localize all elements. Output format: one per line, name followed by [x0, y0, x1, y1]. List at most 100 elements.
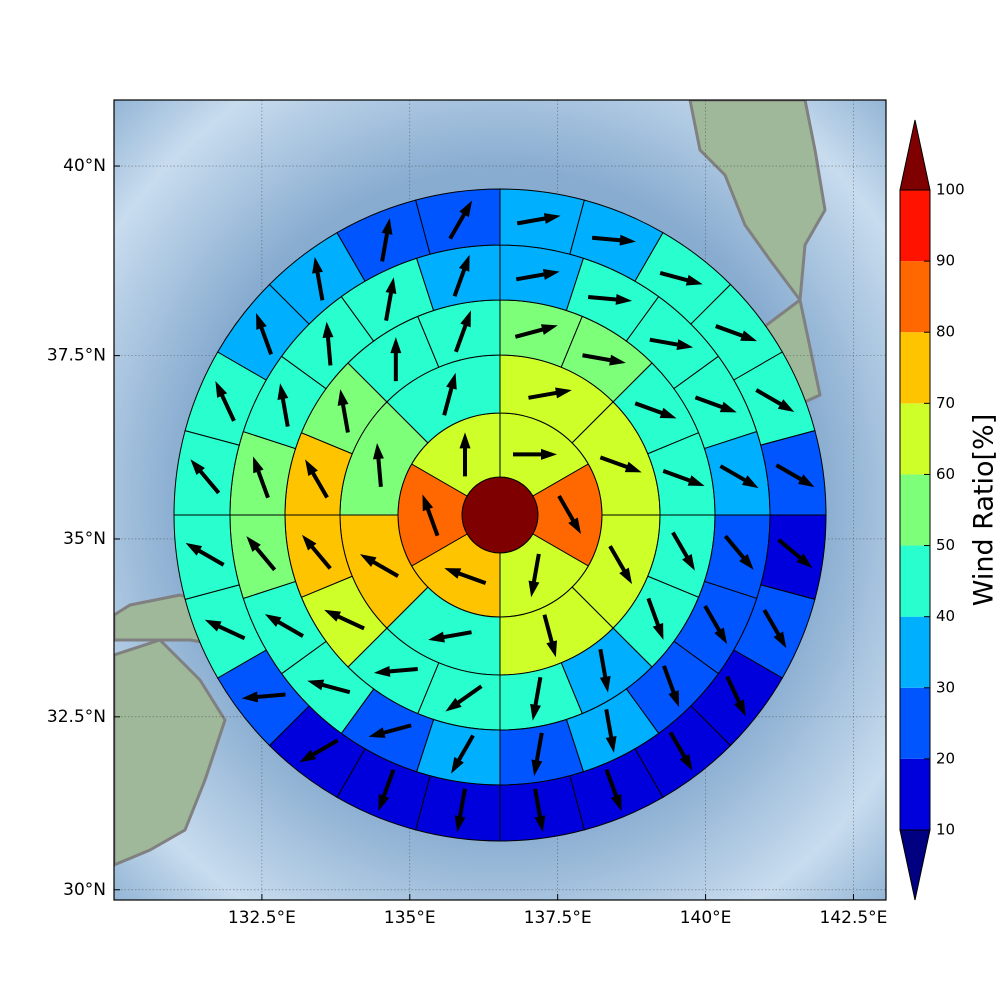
wind-arrow [513, 448, 557, 460]
colorbar-tick-label: 10 [936, 821, 955, 839]
colorbar-tick-label: 40 [936, 607, 955, 625]
wind-arrow [528, 387, 572, 400]
wind-arrow [451, 734, 475, 774]
wind-arrow [514, 324, 558, 339]
wind-arrow [252, 456, 270, 499]
wind-arrow [723, 534, 754, 570]
wind-arrow [591, 234, 636, 246]
wind-arrow [762, 608, 787, 649]
wind-arrow [599, 455, 642, 473]
wind-arrow [459, 432, 471, 477]
wind-arrow [516, 213, 561, 226]
wind-arrow [312, 256, 325, 301]
wind-arrow [668, 731, 693, 771]
wind-arrow [305, 459, 329, 499]
wind-arrow [598, 648, 611, 693]
wind-arrow [515, 269, 560, 282]
wind-arrow [694, 395, 737, 413]
y-tick-label: 40°N [63, 156, 106, 176]
wind-arrow [703, 605, 728, 645]
wind-arrow [442, 372, 457, 416]
colorbar-under [899, 829, 931, 901]
y-tick-label: 32.5°N [47, 707, 106, 727]
wind-arrow [422, 494, 440, 537]
wind-arrow [608, 545, 633, 585]
wind-arrow [428, 630, 472, 643]
sector [499, 188, 585, 255]
wind-arrow [445, 684, 483, 712]
y-tick-label: 30°N [63, 880, 106, 900]
sector [499, 775, 585, 842]
wind-arrow [671, 531, 695, 571]
wind-arrow [185, 542, 225, 567]
colorbar-frame [899, 189, 931, 831]
wind-arrow [373, 665, 418, 677]
wind-arrow [557, 494, 581, 535]
wind-arrow [719, 464, 759, 489]
wind-arrow [775, 463, 815, 488]
wind-arrow [646, 597, 664, 640]
wind-arrow [390, 337, 402, 382]
x-tick-label: 132.5°E [228, 908, 296, 928]
wind-arrow [604, 709, 617, 753]
wind-arrow [582, 353, 626, 366]
wind-arrow [659, 270, 703, 286]
colorbar-tick-label: 80 [936, 323, 955, 341]
wind-arrow [777, 538, 813, 569]
axes: 132.5°E 135°E 137.5°E 140°E 142.5°E 30°N 32.5°… [47, 156, 888, 928]
wind-arrow [301, 534, 332, 570]
wind-arrow [204, 619, 246, 641]
wind-arrow [324, 609, 365, 631]
colorbar-band [900, 190, 930, 262]
wind-arrow [452, 254, 470, 297]
wind-arrow [359, 554, 400, 578]
colorbar-band [900, 403, 930, 475]
x-tick-label: 137.5°E [524, 908, 592, 928]
x-tick-label: 142.5°E [820, 908, 888, 928]
wind-arrow [533, 788, 546, 833]
wind-arrow [368, 723, 412, 738]
wind-arrow [531, 732, 544, 777]
colorbar-band [900, 545, 930, 617]
wind-arrow [215, 381, 236, 422]
wind-arrow [649, 337, 694, 350]
colorbar-tick-label: 60 [936, 465, 955, 483]
wind-arrow [444, 568, 487, 586]
colorbar-tick-label: 90 [936, 252, 955, 270]
wind-arrow [246, 536, 277, 572]
wind-arrow [662, 665, 679, 708]
wind-arrow [454, 310, 471, 353]
wind-arrow [662, 469, 705, 486]
wind-arrow [190, 459, 221, 495]
wind-arrow [634, 401, 677, 419]
wind-arrow [604, 768, 622, 811]
wind-arrow [264, 614, 304, 638]
wind-arrow [372, 442, 384, 487]
colorbar-tick-label: 50 [936, 536, 955, 554]
colorbar: 10 20 30 40 50 60 70 80 90 100 [899, 119, 965, 901]
wind-arrow [307, 679, 351, 695]
wind-arrow [588, 293, 633, 305]
wind-arrows [185, 200, 815, 833]
sector [173, 430, 240, 516]
wind-arrow [454, 788, 467, 833]
wind-arrow [256, 312, 273, 355]
colorbar-label: Wind Ratio[%] [969, 414, 1000, 606]
wind-arrow [241, 691, 286, 703]
plot-frame [113, 99, 887, 901]
wind-arrow [530, 676, 543, 721]
wind-arrow [299, 738, 339, 763]
colorbar-band [900, 474, 930, 546]
x-tick-label: 140°E [680, 908, 732, 928]
wind-arrow [322, 321, 334, 366]
sector [760, 514, 827, 600]
colorbar-band [900, 758, 930, 830]
land [114, 638, 227, 867]
colorbar-band [900, 261, 930, 333]
colorbar-band [900, 687, 930, 759]
colorbar-tick-label: 30 [936, 678, 955, 696]
colorbar-tick-label: 70 [936, 394, 955, 412]
colorbar-tick-label: 20 [936, 749, 955, 767]
colorbar-band [900, 616, 930, 688]
